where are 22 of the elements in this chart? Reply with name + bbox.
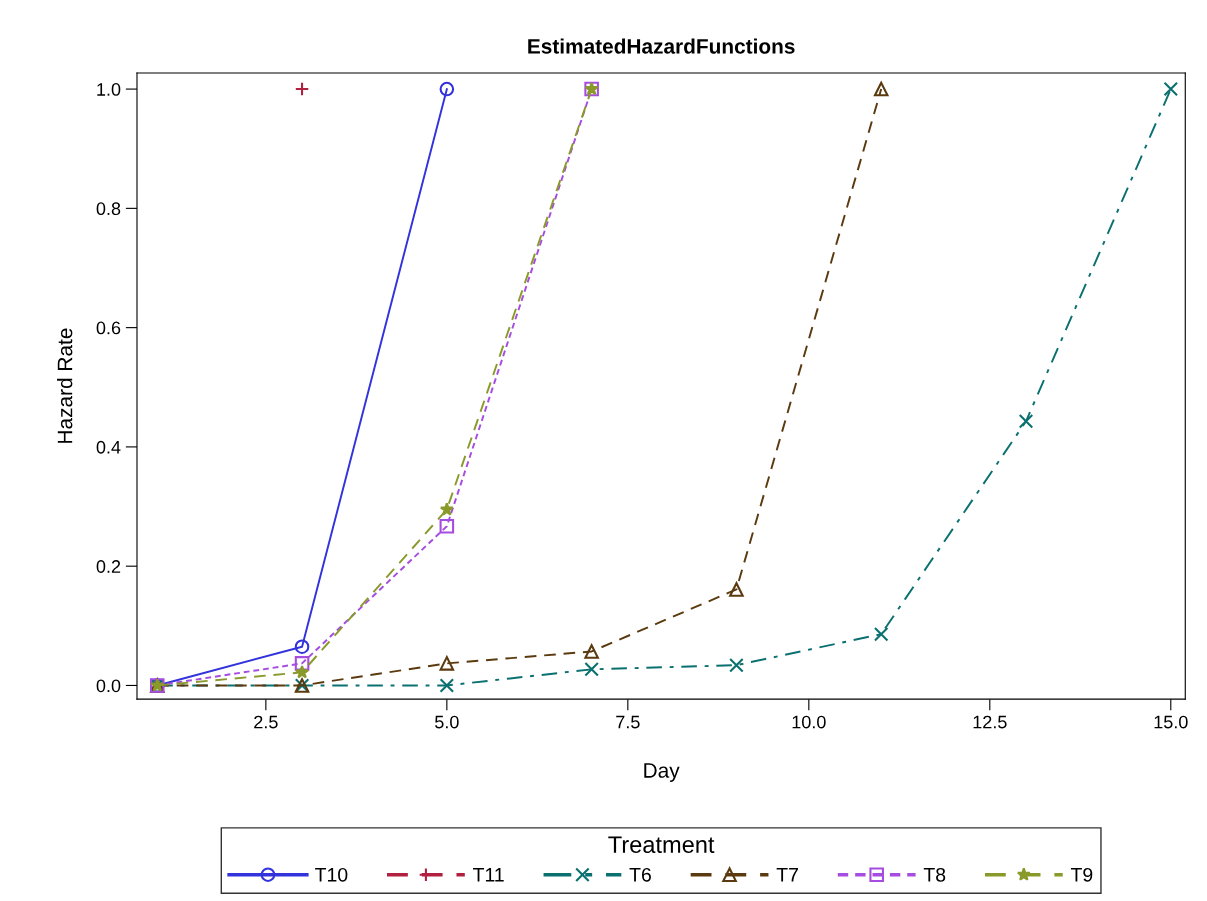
x-tick-label: 15.0 [1154,715,1188,729]
legend-label: T8 [923,867,946,882]
x-tick-label: 10.0 [792,715,826,729]
chart-title: EstimatedHazardFunctions [528,38,795,54]
legend-label: T11 [473,868,504,882]
legend-label: T7 [776,868,798,882]
y-tick-label: 0.0 [96,679,121,693]
y-tick-label: 0.6 [96,321,121,335]
x-axis-title: Day [644,763,680,782]
legend-label: T6 [629,867,651,882]
y-tick-label: 0.2 [96,560,121,573]
legend-label: T9 [1070,867,1093,882]
x-tick-label: 7.5 [616,715,640,729]
y-tick-label: 1.0 [97,83,121,96]
y-tick-label: 0.4 [96,440,121,454]
x-tick-label: 5.0 [435,715,459,729]
y-axis-title: Hazard Rate [57,328,73,443]
y-tick-label: 0.8 [96,202,121,216]
x-tick-label: 12.5 [973,715,1007,729]
legend-title: Treatment [608,836,715,853]
legend-label: T10 [315,867,348,882]
x-tick-label: 2.5 [254,715,278,729]
